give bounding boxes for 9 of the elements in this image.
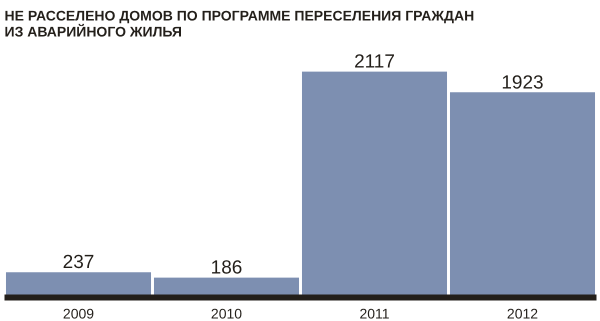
x-tick-label: 2010 [210, 306, 242, 321]
data-label: 237 [62, 252, 94, 274]
chart-title: НЕ РАССЕЛЕНО ДОМОВ ПО ПРОГРАММЕ ПЕРЕСЕЛЕНИЯ ГРАЖДАН ИЗ АВАРИЙНОГО ЖИЛЬЯ [4, 8, 474, 40]
data-label: 186 [210, 258, 242, 279]
x-tick-label: 2009 [62, 306, 94, 321]
x-tick-label: 2012 [506, 306, 538, 321]
data-label: 2117 [354, 52, 395, 73]
x-tick-label: 2011 [359, 306, 390, 321]
data-label: 1923 [501, 72, 544, 94]
